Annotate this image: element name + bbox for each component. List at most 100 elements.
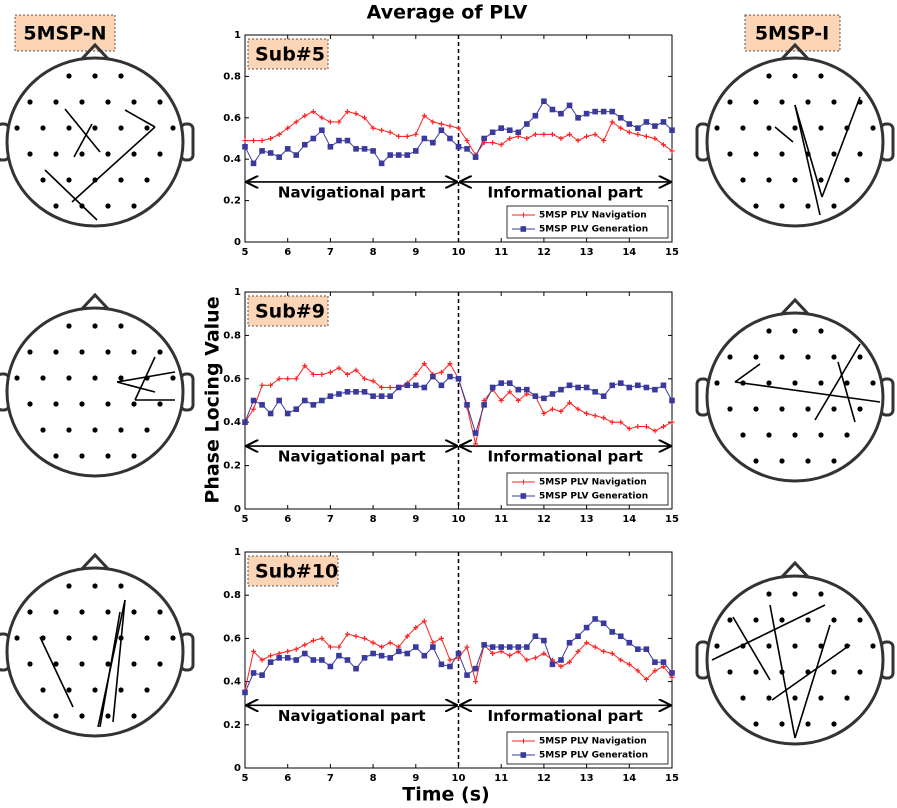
electrode xyxy=(92,635,98,641)
electrode xyxy=(818,73,824,79)
electrode xyxy=(144,635,150,641)
point xyxy=(515,386,522,393)
point xyxy=(362,376,368,382)
point xyxy=(251,406,257,412)
point xyxy=(379,384,385,390)
electrode xyxy=(66,583,72,589)
point xyxy=(660,659,667,665)
point xyxy=(293,657,300,663)
point xyxy=(524,121,530,127)
x-tick-label: 6 xyxy=(284,773,291,784)
point xyxy=(293,646,299,652)
connection xyxy=(134,356,156,401)
electrode xyxy=(79,151,85,157)
point xyxy=(609,419,615,425)
electrode xyxy=(844,695,850,701)
point xyxy=(336,644,342,650)
point xyxy=(404,650,411,657)
annotation: Informational part xyxy=(488,707,643,725)
electrode xyxy=(805,721,811,727)
legend-label: 5MSP PLV Generation xyxy=(539,492,648,502)
point xyxy=(618,125,624,131)
electrode xyxy=(105,453,111,459)
point xyxy=(421,113,427,119)
electrode xyxy=(714,643,720,649)
electrode xyxy=(131,349,137,355)
x-tick-label: 13 xyxy=(580,514,594,525)
point xyxy=(387,152,393,158)
head-outline xyxy=(705,574,885,746)
connection xyxy=(774,126,794,143)
point xyxy=(498,380,504,386)
y-tick-label: 0.8 xyxy=(223,590,241,601)
x-tick-label: 9 xyxy=(412,514,419,525)
point xyxy=(567,659,573,665)
point xyxy=(669,670,675,676)
connection xyxy=(116,381,156,393)
electrode xyxy=(779,203,785,209)
point xyxy=(455,143,462,150)
connection xyxy=(821,96,861,198)
electrode xyxy=(79,99,85,105)
electrode xyxy=(92,583,98,589)
point xyxy=(242,689,248,696)
electrode xyxy=(727,99,733,105)
point xyxy=(413,148,419,154)
point xyxy=(438,382,445,389)
point xyxy=(660,424,666,430)
x-tick-label: 6 xyxy=(284,247,291,258)
electrode xyxy=(753,721,759,727)
electrode xyxy=(105,609,111,615)
point xyxy=(575,384,581,391)
point xyxy=(413,382,419,389)
point xyxy=(259,402,265,408)
point xyxy=(524,644,530,650)
electrode xyxy=(105,349,111,355)
point xyxy=(507,389,513,395)
electrode xyxy=(831,406,837,412)
electrode xyxy=(92,73,98,79)
point xyxy=(532,112,539,119)
connection xyxy=(39,636,74,708)
point xyxy=(498,142,504,148)
point xyxy=(524,136,530,141)
electrode xyxy=(131,151,137,157)
point xyxy=(301,141,308,148)
connection xyxy=(734,381,881,403)
point xyxy=(507,653,513,659)
point xyxy=(583,110,590,117)
connection xyxy=(64,108,101,153)
point xyxy=(250,397,257,404)
group-label-box xyxy=(14,14,116,52)
point xyxy=(609,382,616,389)
electrode xyxy=(92,427,98,433)
point xyxy=(413,625,419,631)
point xyxy=(643,676,649,682)
point xyxy=(473,441,479,447)
point xyxy=(387,640,393,646)
electrode xyxy=(92,687,98,693)
electrode xyxy=(118,687,124,693)
point xyxy=(583,624,590,631)
electrode xyxy=(79,401,85,407)
electrode xyxy=(53,609,59,615)
point xyxy=(353,633,359,639)
head-outline xyxy=(705,56,885,228)
point xyxy=(259,657,265,663)
point xyxy=(276,655,282,661)
electrode xyxy=(844,380,850,386)
connection xyxy=(794,104,823,198)
point xyxy=(293,376,299,382)
electrode xyxy=(157,151,163,157)
point xyxy=(626,129,632,135)
electrode xyxy=(857,669,863,675)
point xyxy=(421,652,428,659)
y-tick-label: 0.8 xyxy=(223,71,241,82)
electrode xyxy=(831,458,837,464)
title: Average of PLV xyxy=(367,2,528,24)
electrode xyxy=(792,432,798,438)
point xyxy=(276,397,282,404)
electrode xyxy=(818,177,824,183)
point xyxy=(284,410,291,417)
electrode xyxy=(831,203,837,209)
